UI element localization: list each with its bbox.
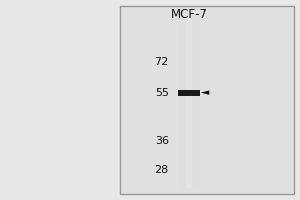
Bar	[178, 157, 200, 160]
Bar	[178, 146, 200, 148]
Bar	[178, 83, 200, 86]
Bar	[178, 166, 200, 168]
Bar	[178, 160, 200, 163]
Text: 72: 72	[154, 57, 169, 67]
Bar	[178, 131, 200, 134]
Bar	[178, 97, 200, 100]
Bar	[178, 140, 200, 143]
Bar	[178, 80, 200, 83]
Bar	[178, 60, 200, 63]
Bar	[178, 37, 200, 40]
Bar	[178, 90, 200, 96]
Text: MCF-7: MCF-7	[171, 8, 207, 21]
Bar	[178, 100, 200, 103]
Text: 28: 28	[154, 165, 169, 175]
Bar	[178, 111, 200, 114]
Bar	[178, 69, 200, 71]
Bar	[178, 106, 200, 109]
Bar	[178, 94, 200, 97]
Bar	[178, 26, 200, 29]
Bar	[178, 123, 200, 126]
Bar	[120, 6, 294, 194]
Bar	[178, 71, 200, 74]
Bar	[178, 117, 200, 120]
Bar	[178, 34, 200, 37]
Bar	[178, 77, 200, 80]
Bar	[178, 32, 200, 34]
Bar	[178, 20, 200, 23]
Bar	[178, 186, 200, 188]
Bar	[178, 174, 200, 177]
Bar	[178, 17, 200, 20]
Bar	[178, 46, 200, 49]
Bar	[178, 154, 200, 157]
Bar	[178, 89, 200, 91]
Bar	[178, 120, 200, 123]
Bar	[178, 57, 200, 60]
Bar	[178, 151, 200, 154]
Bar	[178, 171, 200, 174]
Text: 36: 36	[155, 136, 169, 146]
Bar	[178, 63, 200, 66]
Bar	[178, 29, 200, 32]
Bar	[178, 109, 200, 111]
Bar	[178, 134, 200, 137]
Bar	[178, 103, 200, 106]
Polygon shape	[201, 90, 209, 95]
Bar	[178, 128, 200, 131]
Bar	[178, 180, 200, 183]
Bar	[178, 66, 200, 69]
Bar	[178, 91, 200, 94]
Bar	[178, 183, 200, 186]
Text: 55: 55	[155, 88, 169, 98]
Bar	[178, 114, 200, 117]
Bar	[186, 17, 192, 188]
Bar	[178, 49, 200, 51]
Bar	[178, 177, 200, 180]
Bar	[178, 137, 200, 140]
Bar	[178, 168, 200, 171]
Bar	[178, 143, 200, 146]
Bar	[178, 54, 200, 57]
Bar	[178, 148, 200, 151]
Bar	[178, 43, 200, 46]
Bar	[178, 74, 200, 77]
Bar	[178, 23, 200, 26]
Bar	[178, 51, 200, 54]
Bar	[178, 86, 200, 89]
Bar	[178, 126, 200, 128]
Bar	[178, 40, 200, 43]
Bar	[178, 163, 200, 166]
